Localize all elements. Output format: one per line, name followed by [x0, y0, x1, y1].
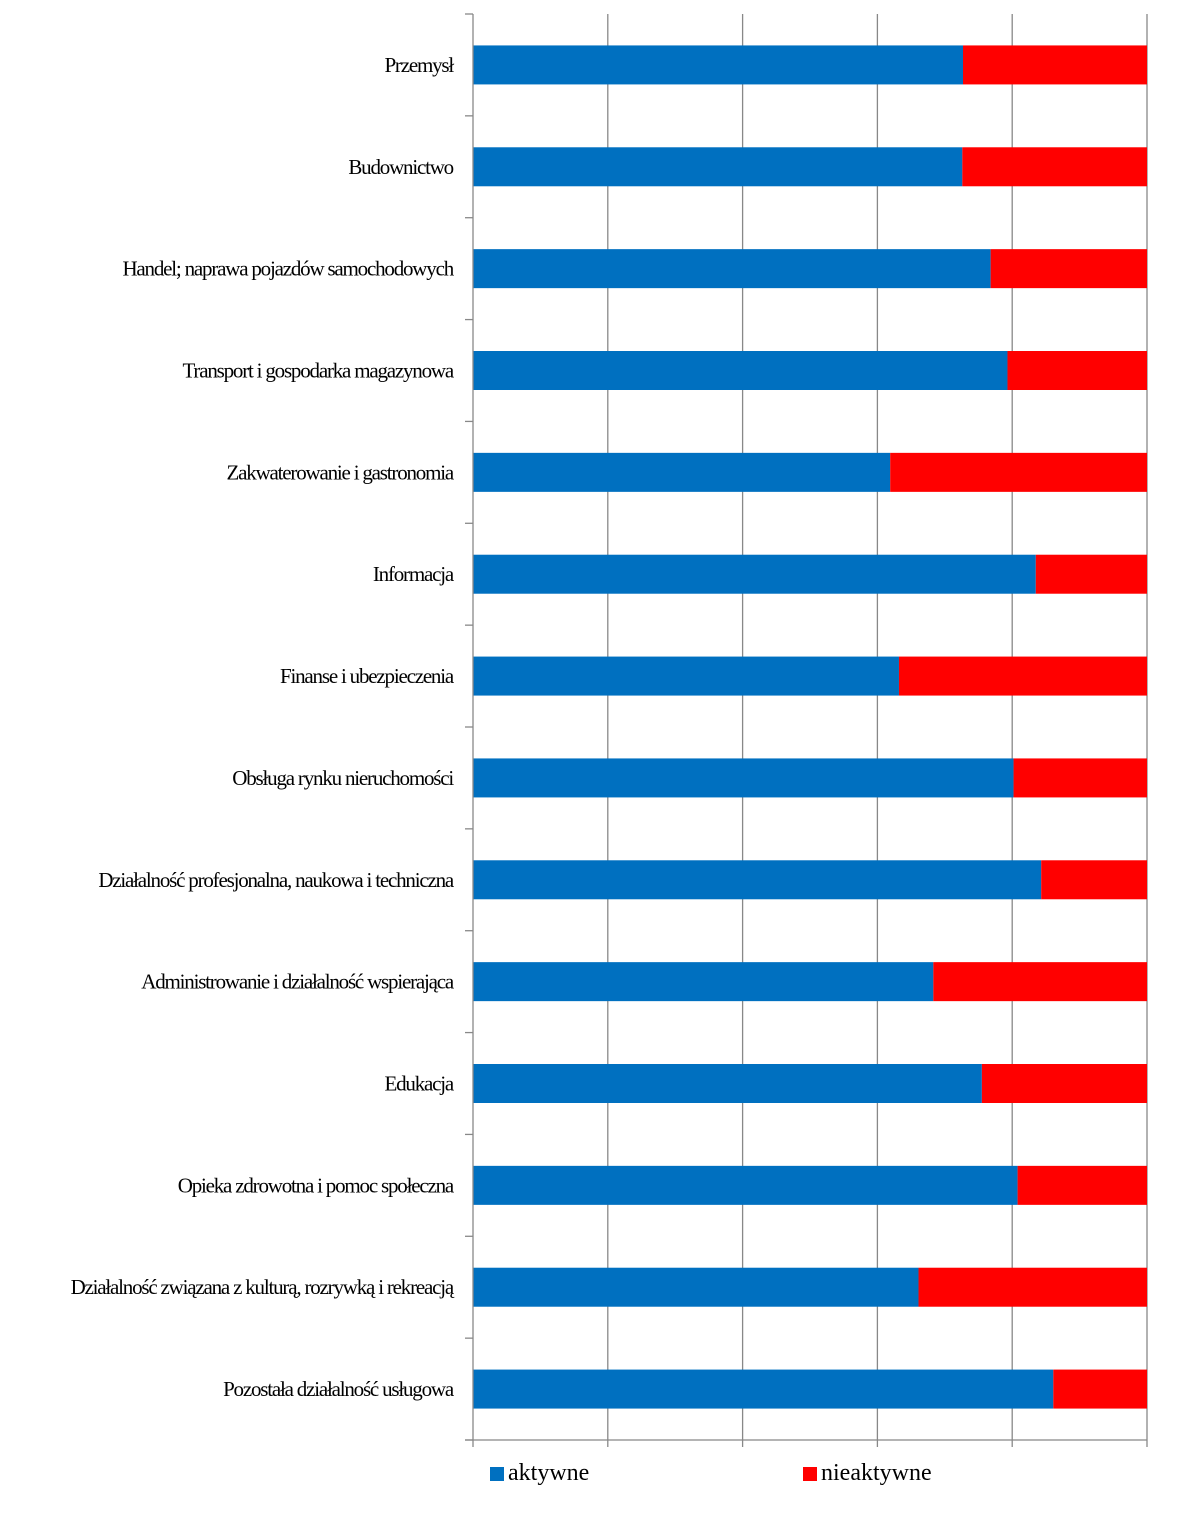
category-label: Pozostała działalność usługowa	[223, 1377, 455, 1401]
category-label: Opieka zdrowotna i pomoc społeczna	[178, 1173, 455, 1197]
bar-aktywne	[473, 962, 934, 1002]
bar-nieaktywne	[1007, 351, 1147, 390]
legend-swatch-aktywne	[490, 1466, 504, 1481]
bar-nieaktywne	[1053, 1369, 1147, 1409]
legend-item-nieaktywne: nieaktywne	[803, 1460, 932, 1487]
bar-aktywne	[473, 147, 963, 187]
bar-aktywne	[473, 351, 1008, 390]
legend-label-nieaktywne: nieaktywne	[821, 1460, 932, 1486]
stacked-bar-chart: Przemysł Budownictwo Handel; naprawa pojaz…	[71, 13, 1148, 1447]
bar-nieaktywne	[990, 249, 1147, 289]
bar-aktywne	[473, 1165, 1018, 1205]
category-label: Działalność profesjonalna, naukowa i tec…	[98, 868, 455, 892]
bar-aktywne	[473, 656, 899, 696]
bar-aktywne	[473, 452, 891, 492]
category-label: Budownictwo	[348, 155, 453, 179]
bar-aktywne	[473, 1369, 1054, 1409]
category-label: Zakwaterowanie i gastronomia	[227, 460, 455, 484]
bar-nieaktywne	[981, 1064, 1147, 1103]
category-label: Handel; naprawa pojazdów samochodowych	[122, 257, 454, 281]
bar-nieaktywne	[1035, 554, 1147, 594]
category-label: Finanse i ubezpieczenia	[280, 664, 455, 688]
bar-aktywne	[473, 249, 991, 289]
bar-nieaktywne	[918, 1267, 1147, 1307]
category-label: Transport i gospodarka magazynowa	[183, 359, 455, 383]
category-label: Działalność związana z kulturą, rozrywką…	[71, 1275, 455, 1299]
bar-aktywne	[473, 45, 963, 85]
bar-nieaktywne	[898, 656, 1147, 696]
category-label: Obsługa rynku nieruchomości	[232, 766, 454, 790]
bar-nieaktywne	[962, 45, 1147, 85]
category-label: Informacja	[373, 562, 455, 586]
bar-nieaktywne	[890, 452, 1147, 492]
bar-nieaktywne	[1041, 860, 1147, 900]
bar-aktywne	[473, 1064, 982, 1103]
category-label: Administrowanie i działalność wspierając…	[141, 970, 455, 994]
bar-aktywne	[473, 1267, 919, 1307]
legend-item-aktywne: aktywne	[490, 1460, 589, 1487]
bar-nieaktywne	[1013, 758, 1147, 798]
bar-nieaktywne	[962, 147, 1147, 187]
legend-label-aktywne: aktywne	[508, 1460, 590, 1486]
legend: aktywne nieaktywne	[0, 1460, 1182, 1500]
category-label: Przemysł	[384, 53, 454, 77]
category-label: Edukacja	[384, 1072, 454, 1096]
bar-nieaktywne	[933, 962, 1147, 1002]
bar-aktywne	[473, 860, 1042, 900]
bar-nieaktywne	[1017, 1165, 1147, 1205]
bar-aktywne	[473, 554, 1036, 594]
bar-aktywne	[473, 758, 1014, 798]
legend-swatch-nieaktywne	[803, 1466, 817, 1481]
